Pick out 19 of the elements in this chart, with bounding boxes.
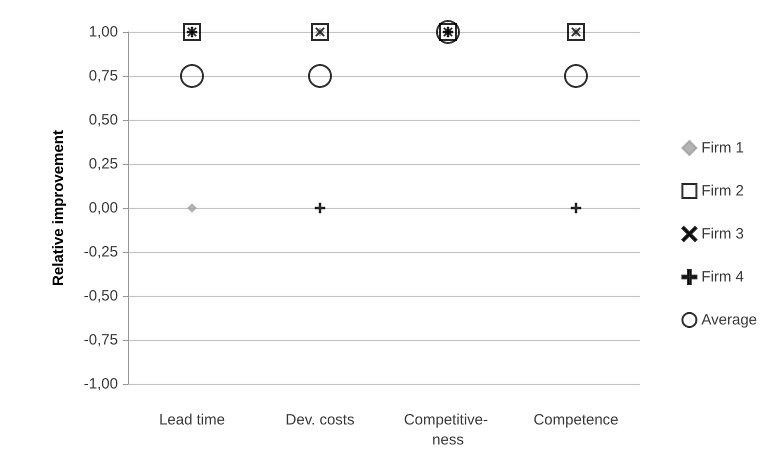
y-tick-label: 0,25 [88,156,118,172]
legend-label: Firm 4 [701,268,744,286]
legend-label: Firm 2 [701,182,744,200]
y-axis-title: Relative improvement [50,130,67,286]
legend-label: Firm 1 [701,140,744,156]
x-tick-label: Lead time [159,412,225,428]
y-tick-label: -0,25 [84,244,118,260]
y-tick-label: 0,00 [88,200,118,216]
x-tick-label: Competence [533,412,619,428]
y-tick-label: -1,00 [84,376,118,392]
y-tick-label: 0,75 [88,68,118,84]
x-tick-label: Dev. costs [286,412,354,428]
legend-label: Firm 3 [701,226,744,242]
y-tick-label: -0,75 [84,332,118,348]
y-tick-label: 0,50 [88,112,118,128]
y-tick-label: 1,00 [88,24,118,40]
y-tick-label: -0,50 [84,288,118,304]
x-tick-label: Competitive- ness [404,412,492,448]
legend-label: Average [701,312,758,328]
